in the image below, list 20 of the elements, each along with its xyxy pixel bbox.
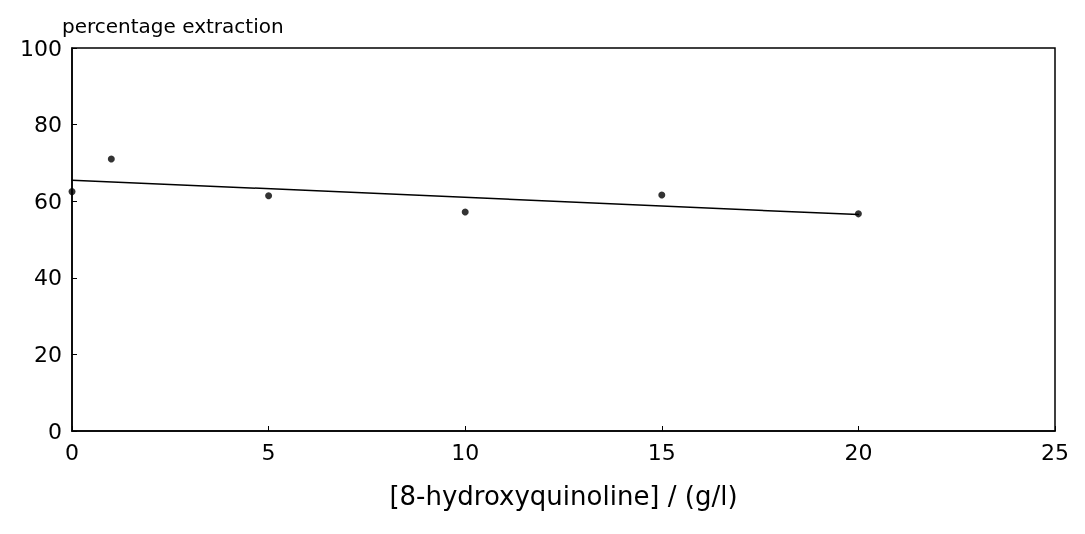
y-tick-label: 0	[48, 418, 62, 444]
y-tick-label: 80	[34, 112, 62, 138]
point	[854, 210, 862, 218]
point	[461, 208, 469, 216]
y-tick-label: 20	[34, 341, 62, 367]
x-tick-label: 10	[451, 439, 480, 465]
point	[107, 155, 115, 163]
x-tick-label: 20	[844, 439, 873, 465]
x-tick-label: 15	[647, 439, 676, 465]
y-tick-label: 40	[34, 265, 62, 291]
point	[658, 191, 666, 199]
y-tick-label: 100	[20, 35, 62, 61]
x-tick-label: 5	[261, 439, 276, 465]
y-tick-label: 60	[34, 188, 62, 214]
x-tick-label: 25	[1041, 439, 1069, 465]
x-axis-title: [8-hydroxyquinoline] / (g/l)	[389, 481, 738, 511]
point	[265, 192, 273, 200]
y-axis-title: percentage extraction	[62, 14, 284, 38]
point	[68, 188, 76, 196]
x-tick-label: 0	[65, 439, 79, 465]
